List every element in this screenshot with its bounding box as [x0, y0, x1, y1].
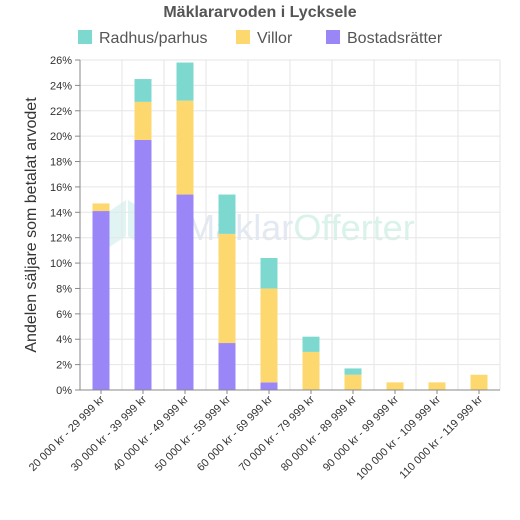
x-tick-label: 40 000 kr - 49 999 kr: [111, 393, 191, 473]
watermark-text-part-1: Offerter: [293, 207, 414, 248]
bar-segment[interactable]: [302, 351, 320, 390]
y-tick-label: 18%: [50, 157, 72, 169]
bar-segment[interactable]: [176, 62, 194, 101]
bars: [92, 62, 488, 390]
y-tick-label: 10%: [50, 258, 72, 270]
x-tick-label: 50 000 kr - 59 999 kr: [153, 393, 233, 473]
bar-segment[interactable]: [92, 203, 110, 212]
legend-swatch-2[interactable]: [326, 30, 340, 44]
y-tick-label: 2%: [56, 360, 72, 372]
y-tick-label: 16%: [50, 182, 72, 194]
x-tick-label: 70 000 kr - 79 999 kr: [237, 393, 317, 473]
legend-label-1[interactable]: Villor: [257, 30, 293, 47]
legend-label-0[interactable]: Radhus/parhus: [99, 30, 208, 47]
watermark-text-part-0: Mäklar: [185, 207, 293, 248]
bar-segment[interactable]: [134, 101, 152, 140]
y-tick-label: 20%: [50, 131, 72, 143]
y-tick-label: 4%: [56, 334, 72, 346]
bar-segment[interactable]: [176, 194, 194, 390]
x-tick-label: 100 000 kr - 109 999 kr: [354, 393, 443, 482]
y-tick-label: 6%: [56, 309, 72, 321]
bar-segment[interactable]: [428, 382, 446, 390]
bar-segment[interactable]: [218, 233, 236, 344]
y-tick-label: 0%: [56, 385, 72, 397]
y-axis-ticks: 0% 2% 4% 6% 8% 10% 12% 14% 16% 18% 20% 22% 24% 26%: [50, 55, 80, 397]
bar-segment[interactable]: [176, 100, 194, 195]
x-tick-label: 80 000 kr - 89 999 kr: [279, 393, 359, 473]
bar-segment[interactable]: [218, 343, 236, 390]
y-tick-label: 22%: [50, 106, 72, 118]
bar-segment[interactable]: [218, 194, 236, 234]
legend-swatch-1[interactable]: [236, 30, 250, 44]
x-tick-label: 30 000 kr - 39 999 kr: [69, 393, 149, 473]
legend-swatch-0[interactable]: [78, 30, 92, 44]
bar-segment[interactable]: [92, 211, 110, 390]
legend: Radhus/parhus Villor Bostadsrätter: [78, 30, 443, 47]
bar-segment[interactable]: [386, 382, 404, 390]
x-tick-label: 110 000 kr - 119 999 kr: [397, 393, 485, 481]
watermark-text: MäklarOfferter: [185, 207, 414, 248]
bar-segment[interactable]: [134, 79, 152, 102]
y-tick-label: 26%: [50, 55, 72, 67]
x-tick-label: 20 000 kr - 29 999 kr: [27, 393, 107, 473]
bar-segment[interactable]: [470, 374, 488, 390]
bar-segment[interactable]: [344, 374, 362, 390]
y-tick-label: 14%: [50, 207, 72, 219]
x-tick-label: 60 000 kr - 69 999 kr: [195, 393, 275, 473]
bar-segment[interactable]: [260, 258, 278, 289]
bar-segment[interactable]: [260, 288, 278, 383]
bar-segment[interactable]: [344, 368, 362, 375]
y-tick-label: 24%: [50, 80, 72, 92]
y-tick-label: 12%: [50, 233, 72, 245]
bar-segment[interactable]: [134, 139, 152, 390]
bar-segment[interactable]: [260, 382, 278, 390]
bar-segment[interactable]: [302, 336, 320, 352]
legend-label-2[interactable]: Bostadsrätter: [347, 30, 443, 47]
y-tick-label: 8%: [56, 283, 72, 295]
x-tick-label: 90 000 kr - 99 999 kr: [321, 393, 401, 473]
y-axis-label: Andelen säljare som betalat arvodet: [23, 97, 40, 353]
watermark: MäklarOfferter: [108, 200, 415, 248]
chart-title: Mäklararvoden i Lycksele: [163, 4, 356, 21]
